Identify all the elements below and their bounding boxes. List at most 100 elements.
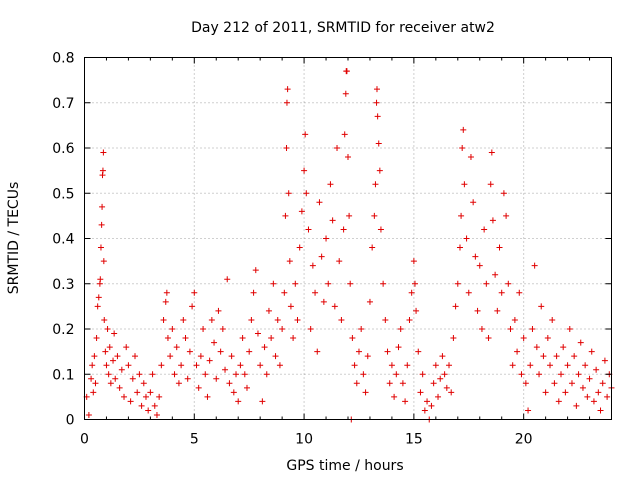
- data-point: [327, 181, 334, 188]
- data-point: [604, 393, 611, 400]
- data-point: [399, 380, 406, 387]
- data-point: [374, 113, 381, 120]
- data-point: [169, 326, 176, 332]
- data-point: [549, 316, 556, 323]
- data-point: [147, 389, 154, 396]
- data-point: [250, 289, 257, 296]
- data-point: [557, 371, 564, 378]
- data-point: [411, 280, 418, 287]
- data-point: [470, 199, 477, 206]
- data-point: [472, 253, 479, 260]
- data-point: [590, 398, 597, 405]
- y-tick-label: 0.2: [52, 322, 74, 338]
- data-point: [302, 131, 309, 138]
- data-point: [395, 344, 402, 351]
- data-point: [441, 371, 448, 378]
- data-point: [237, 362, 244, 369]
- y-tick-label: 0.3: [52, 277, 74, 293]
- data-point: [211, 339, 218, 346]
- data-point: [298, 208, 305, 215]
- data-point: [485, 335, 492, 342]
- data-point: [380, 280, 387, 287]
- data-point: [94, 303, 101, 310]
- data-point: [246, 348, 253, 355]
- data-point: [489, 217, 496, 224]
- data-point: [99, 167, 106, 174]
- data-point: [336, 258, 343, 265]
- data-point: [432, 362, 439, 369]
- data-point: [90, 389, 97, 396]
- data-point: [95, 294, 102, 301]
- data-point: [318, 253, 325, 260]
- data-point: [424, 398, 431, 405]
- data-point: [163, 289, 170, 296]
- data-point: [213, 375, 220, 382]
- grid: [84, 57, 612, 420]
- data-point: [314, 348, 321, 355]
- data-point: [285, 190, 292, 197]
- data-point: [204, 393, 211, 400]
- data-point: [463, 235, 470, 242]
- data-point: [410, 258, 417, 265]
- data-point: [372, 181, 379, 188]
- data-point: [167, 353, 174, 360]
- data-point: [345, 154, 351, 161]
- data-point: [290, 335, 297, 342]
- data-point: [397, 326, 404, 332]
- data-point: [281, 289, 288, 296]
- data-point: [360, 371, 367, 378]
- data-point: [136, 371, 143, 378]
- data-point: [527, 362, 534, 369]
- data-point: [353, 380, 360, 387]
- data-point: [342, 90, 349, 97]
- data-point: [503, 212, 510, 219]
- data-point: [564, 362, 571, 369]
- data-point: [272, 353, 279, 360]
- x-tick-label: 20: [515, 432, 533, 448]
- data-point: [259, 398, 266, 405]
- data-point: [149, 371, 156, 378]
- data-point: [481, 226, 488, 233]
- data-point: [593, 366, 600, 373]
- data-point: [329, 217, 336, 224]
- data-point: [547, 362, 554, 369]
- data-point: [301, 167, 308, 174]
- data-point: [142, 393, 149, 400]
- data-point: [160, 316, 167, 323]
- data-point: [487, 181, 494, 188]
- data-point: [184, 375, 191, 382]
- data-point: [307, 326, 314, 332]
- y-axis-title: SRMTID / TECUs: [6, 182, 22, 295]
- data-point: [560, 344, 567, 351]
- y-tick-label: 0.7: [52, 96, 74, 112]
- data-point: [334, 145, 341, 151]
- data-point: [553, 353, 560, 360]
- data-point: [376, 167, 383, 174]
- data-point: [402, 398, 409, 405]
- data-point: [106, 344, 113, 351]
- data-point: [377, 226, 384, 233]
- data-point: [452, 303, 459, 310]
- data-point: [316, 199, 323, 206]
- data-point: [483, 280, 490, 287]
- data-point: [461, 181, 468, 188]
- data-point: [498, 289, 505, 296]
- data-point: [507, 326, 514, 332]
- data-point: [437, 375, 444, 382]
- data-point: [417, 389, 424, 396]
- data-point: [373, 99, 380, 106]
- data-point: [505, 280, 512, 287]
- data-point: [105, 371, 112, 378]
- data-point: [573, 402, 580, 409]
- data-point: [601, 357, 608, 364]
- data-point: [175, 380, 182, 387]
- data-point: [538, 303, 545, 310]
- data-point: [454, 280, 461, 287]
- data-point: [97, 276, 104, 283]
- data-point: [283, 145, 290, 151]
- data-point: [180, 316, 187, 323]
- data-point: [283, 99, 290, 106]
- data-point: [134, 389, 141, 396]
- data-point: [525, 407, 532, 414]
- data-point: [202, 371, 209, 378]
